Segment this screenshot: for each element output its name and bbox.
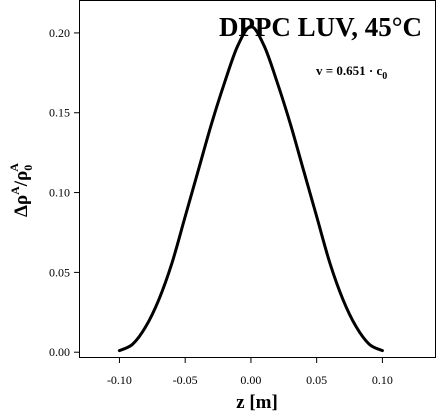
y-label-sup2: A [7,163,21,172]
series-line [117,25,384,353]
y-tick-label: 0.10 [49,186,70,200]
annotation-sub: 0 [382,71,387,82]
velocity-annotation: v = 0.651 · c0 [316,63,387,82]
y-label-sup1: A [8,186,22,195]
series-layer [117,25,384,353]
plot-frame [79,0,436,358]
x-tick-label: 0.05 [306,373,327,387]
x-axis-label: z [m] [236,392,278,413]
chart-title: DPPC LUV, 45°C [219,12,422,42]
y-tick-label: 0.15 [49,106,70,120]
x-tick-label: -0.05 [173,373,198,387]
ticks-layer: -0.10 -0.05 0.00 0.05 0.10 0.00 0.05 0.10 0.15 0.… [49,26,393,387]
y-label-sub: 0 [21,165,35,171]
y-tick-label: 0.20 [49,26,70,40]
y-label-delta: Δρ [11,195,32,217]
y-tick-label: 0.05 [49,265,70,279]
y-label-slash: /ρ [11,171,32,187]
y-axis-label: ΔρA/ρ0A [7,163,35,217]
x-tick-label: -0.10 [107,373,132,387]
x-tick-label: 0.00 [240,373,261,387]
annotation-main: v = 0.651 · c [316,63,382,78]
y-tick-label: 0.00 [49,345,70,359]
x-tick-label: 0.10 [372,373,393,387]
